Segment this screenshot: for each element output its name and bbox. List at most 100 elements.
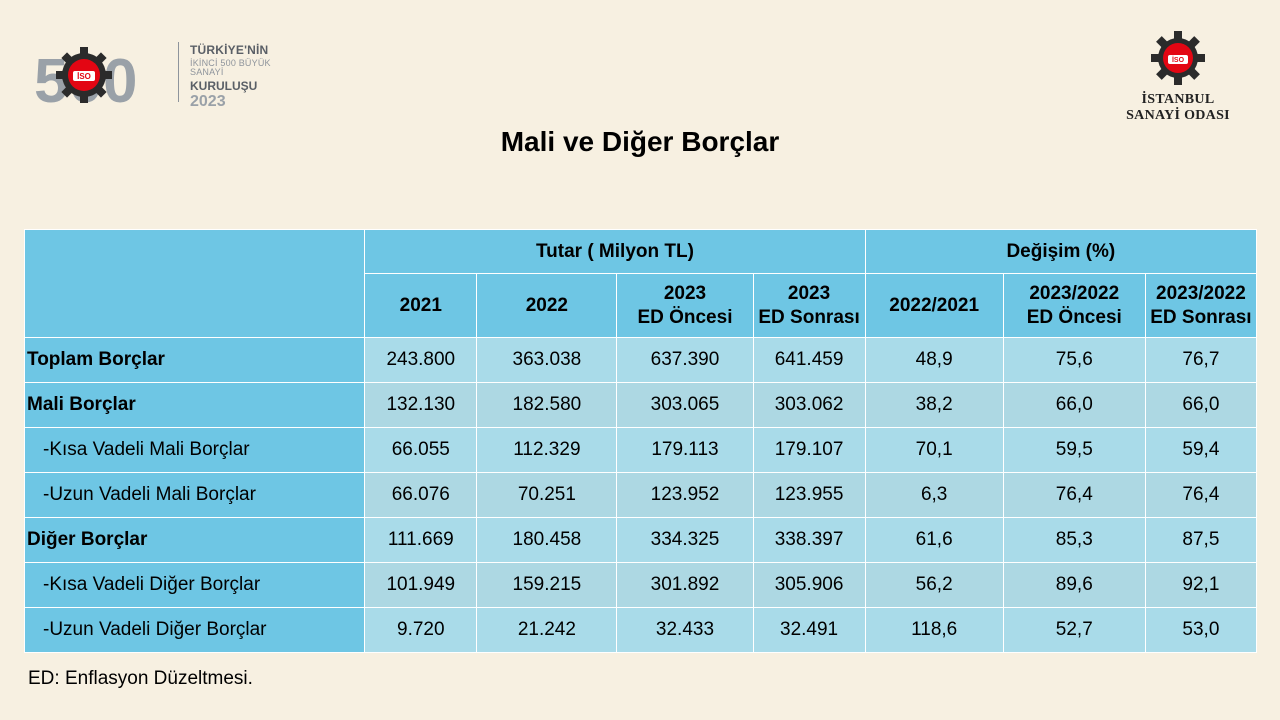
table-cell: 641.459 — [752, 337, 866, 383]
column-header: 2023 ED Öncesi — [616, 273, 754, 338]
table-cell: 159.215 — [476, 562, 618, 608]
turkiye-500-logo: 500 İSO TÜRKİYE'NİN İKİNCİ 500 BÜYÜK SAN… — [34, 40, 294, 110]
table-cell: 303.062 — [752, 382, 866, 428]
table-cell: 132.130 — [364, 382, 478, 428]
table-cell: 76,4 — [1144, 472, 1258, 518]
table-cell: 179.113 — [616, 427, 754, 473]
header-group-amount: Tutar ( Milyon TL) — [364, 229, 866, 274]
page-title: Mali ve Diğer Borçlar — [500, 126, 780, 157]
column-header-line-2: ED Öncesi — [637, 306, 733, 328]
row-label: Diğer Borçlar — [23, 517, 366, 563]
table-cell: 56,2 — [864, 562, 1004, 608]
table-row: -Uzun Vadeli Diğer Borçlar 9.720 21.242 32.… — [23, 607, 1258, 653]
table-row: -Uzun Vadeli Mali Borçlar 66.076 70.251 123… — [23, 472, 1258, 518]
table-cell: 112.329 — [476, 427, 618, 473]
row-label: Mali Borçlar — [23, 382, 366, 428]
table-row: Diğer Borçlar 111.669 180.458 334.325 338.39… — [23, 517, 1258, 563]
column-header: 2021 — [364, 273, 478, 338]
debt-table: Tutar ( Milyon TL) Değişim (%) 2021 2022 2… — [23, 229, 1258, 653]
table-cell: 38,2 — [864, 382, 1004, 428]
row-label: -Uzun Vadeli Mali Borçlar — [23, 472, 366, 518]
iso-gear-icon: İSO — [1151, 31, 1205, 85]
column-header: 2022 — [476, 273, 618, 338]
iso-name-line-2: SANAYİ ODASI — [1126, 108, 1230, 123]
table-cell: 75,6 — [1002, 337, 1146, 383]
table-cell: 101.949 — [364, 562, 478, 608]
table-cell: 66.055 — [364, 427, 478, 473]
table-cell: 66.076 — [364, 472, 478, 518]
table-cell: 123.952 — [616, 472, 754, 518]
table-cell: 338.397 — [752, 517, 866, 563]
table-cell: 637.390 — [616, 337, 754, 383]
brand-year: 2023 — [190, 93, 226, 110]
table-cell: 180.458 — [476, 517, 618, 563]
row-label: Toplam Borçlar — [23, 337, 366, 383]
column-header-line-1: 2023 — [787, 282, 831, 304]
column-header: 2023/2022 ED Öncesi — [1002, 273, 1146, 338]
table-cell: 111.669 — [364, 517, 478, 563]
table-cell: 32.433 — [616, 607, 754, 653]
table-cell: 61,6 — [864, 517, 1004, 563]
table-cell: 70,1 — [864, 427, 1004, 473]
iso-name: İSTANBUL SANAYİ ODASI — [1118, 92, 1238, 124]
table-cell: 301.892 — [616, 562, 754, 608]
row-label: -Kısa Vadeli Mali Borçlar — [23, 427, 366, 473]
table-cell: 9.720 — [364, 607, 478, 653]
header-blank — [23, 229, 366, 338]
table-cell: 53,0 — [1144, 607, 1258, 653]
table-cell: 243.800 — [364, 337, 478, 383]
row-label: -Uzun Vadeli Diğer Borçlar — [23, 607, 366, 653]
brand-line-2: İKİNCİ 500 BÜYÜK SANAYİ — [190, 58, 271, 77]
column-header-line-1: 2023/2022 — [1156, 282, 1246, 304]
column-header-line-1: 2023/2022 — [1029, 282, 1120, 304]
column-header: 2022/2021 — [864, 273, 1004, 338]
brand-line-3: KURULUŞU — [190, 79, 258, 93]
table-cell: 21.242 — [476, 607, 618, 653]
column-header-line-1: 2023 — [663, 282, 707, 304]
table-cell: 76,7 — [1144, 337, 1258, 383]
table-cell: 123.955 — [752, 472, 866, 518]
table-row: Mali Borçlar 132.130 182.580 303.065 303.062… — [23, 382, 1258, 428]
table-cell: 303.065 — [616, 382, 754, 428]
row-label: -Kısa Vadeli Diğer Borçlar — [23, 562, 366, 608]
table-cell: 59,4 — [1144, 427, 1258, 473]
column-header: 2023/2022 ED Sonrası — [1144, 273, 1258, 338]
table-row: -Kısa Vadeli Diğer Borçlar 101.949 159.215… — [23, 562, 1258, 608]
table-cell: 87,5 — [1144, 517, 1258, 563]
brand-line-1: TÜRKİYE'NİN — [190, 43, 269, 57]
table-cell: 52,7 — [1002, 607, 1146, 653]
column-header-line-1: 2022/2021 — [889, 294, 980, 316]
table-cell: 182.580 — [476, 382, 618, 428]
table-cell: 334.325 — [616, 517, 754, 563]
iso-name-line-1: İSTANBUL — [1141, 92, 1215, 107]
table-body: Toplam Borçlar 243.800 363.038 637.390 641.4… — [23, 337, 1258, 653]
table-cell: 89,6 — [1002, 562, 1146, 608]
brand-text: TÜRKİYE'NİN İKİNCİ 500 BÜYÜK SANAYİ KURU… — [190, 44, 294, 110]
gear-icon: İSO — [56, 47, 112, 103]
table-row: Toplam Borçlar 243.800 363.038 637.390 641.4… — [23, 337, 1258, 383]
table-cell: 92,1 — [1144, 562, 1258, 608]
table-cell: 66,0 — [1002, 382, 1146, 428]
table-cell: 179.107 — [752, 427, 866, 473]
svg-text:İSO: İSO — [77, 72, 91, 81]
column-header-line-2: ED Sonrası — [758, 306, 860, 328]
column-header-line-1: 2022 — [525, 294, 569, 316]
column-header-line-1: 2021 — [399, 294, 442, 316]
table-cell: 48,9 — [864, 337, 1004, 383]
column-header-line-2: ED Öncesi — [1026, 306, 1122, 328]
table-cell: 66,0 — [1144, 382, 1258, 428]
table-cell: 85,3 — [1002, 517, 1146, 563]
column-header-line-2: ED Sonrası — [1150, 306, 1252, 328]
table-cell: 32.491 — [752, 607, 866, 653]
table-cell: 59,5 — [1002, 427, 1146, 473]
table-row: -Kısa Vadeli Mali Borçlar 66.055 112.329 17… — [23, 427, 1258, 473]
column-header: 2023 ED Sonrası — [752, 273, 866, 338]
table-cell: 305.906 — [752, 562, 866, 608]
table-cell: 76,4 — [1002, 472, 1146, 518]
table-cell: 6,3 — [864, 472, 1004, 518]
logo-500-graphic: 500 İSO — [34, 47, 137, 110]
svg-text:İSO: İSO — [1172, 56, 1185, 64]
brand-divider — [178, 42, 179, 102]
table-cell: 118,6 — [864, 607, 1004, 653]
table-cell: 70.251 — [476, 472, 618, 518]
